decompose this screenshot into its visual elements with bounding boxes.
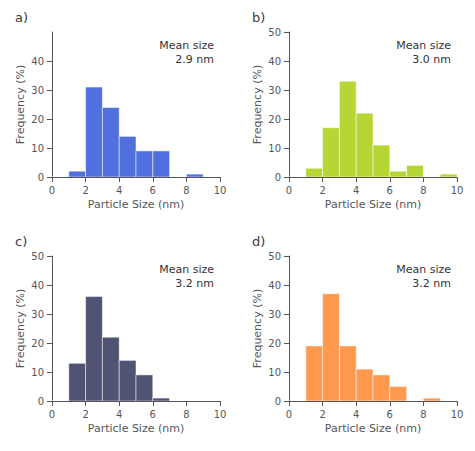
svg-text:6: 6 <box>387 185 393 196</box>
svg-text:6: 6 <box>150 409 156 420</box>
svg-text:2: 2 <box>319 409 325 420</box>
svg-text:20: 20 <box>31 338 44 349</box>
svg-text:0: 0 <box>286 185 292 196</box>
svg-text:6: 6 <box>387 409 393 420</box>
svg-text:b): b) <box>252 10 265 25</box>
svg-text:0: 0 <box>49 185 55 196</box>
svg-text:40: 40 <box>268 56 281 67</box>
svg-text:Mean size: Mean size <box>159 263 214 276</box>
svg-text:Frequency (%): Frequency (%) <box>251 65 264 144</box>
svg-text:10: 10 <box>31 367 44 378</box>
svg-text:Mean size: Mean size <box>396 39 451 52</box>
svg-text:Frequency (%): Frequency (%) <box>14 65 27 144</box>
svg-text:50: 50 <box>31 251 44 262</box>
svg-text:c): c) <box>15 234 27 249</box>
svg-text:30: 30 <box>268 309 281 320</box>
svg-text:20: 20 <box>31 114 44 125</box>
svg-text:Frequency (%): Frequency (%) <box>251 289 264 368</box>
svg-text:8: 8 <box>420 409 426 420</box>
svg-text:Particle Size (nm): Particle Size (nm) <box>325 422 422 435</box>
svg-text:0: 0 <box>286 409 292 420</box>
svg-text:30: 30 <box>31 85 44 96</box>
svg-text:20: 20 <box>268 338 281 349</box>
svg-text:20: 20 <box>268 114 281 125</box>
svg-text:10: 10 <box>214 185 227 196</box>
svg-text:10: 10 <box>268 367 281 378</box>
svg-text:50: 50 <box>268 251 281 262</box>
svg-text:4: 4 <box>353 185 359 196</box>
svg-text:d): d) <box>252 234 265 249</box>
svg-text:3.2 nm: 3.2 nm <box>175 277 214 290</box>
svg-text:10: 10 <box>214 409 227 420</box>
svg-text:10: 10 <box>31 143 44 154</box>
svg-text:4: 4 <box>116 185 122 196</box>
svg-text:0: 0 <box>49 409 55 420</box>
svg-text:4: 4 <box>353 409 359 420</box>
svg-text:0: 0 <box>38 396 44 407</box>
svg-text:40: 40 <box>31 56 44 67</box>
svg-text:8: 8 <box>183 185 189 196</box>
svg-text:40: 40 <box>31 280 44 291</box>
svg-text:30: 30 <box>268 85 281 96</box>
svg-text:40: 40 <box>268 280 281 291</box>
svg-text:Particle Size (nm): Particle Size (nm) <box>88 198 185 211</box>
svg-text:2: 2 <box>82 185 88 196</box>
svg-text:4: 4 <box>116 409 122 420</box>
svg-text:10: 10 <box>268 143 281 154</box>
svg-text:8: 8 <box>420 185 426 196</box>
svg-text:8: 8 <box>183 409 189 420</box>
svg-text:3.0 nm: 3.0 nm <box>412 53 451 66</box>
svg-text:30: 30 <box>31 309 44 320</box>
svg-text:Particle Size (nm): Particle Size (nm) <box>325 198 422 211</box>
svg-text:a): a) <box>15 10 28 25</box>
svg-text:2: 2 <box>319 185 325 196</box>
svg-text:Particle Size (nm): Particle Size (nm) <box>88 422 185 435</box>
svg-text:Mean size: Mean size <box>159 39 214 52</box>
svg-text:2: 2 <box>82 409 88 420</box>
svg-text:10: 10 <box>451 185 464 196</box>
svg-text:Frequency (%): Frequency (%) <box>14 289 27 368</box>
svg-text:0: 0 <box>275 172 281 183</box>
svg-text:Mean size: Mean size <box>396 263 451 276</box>
svg-text:0: 0 <box>38 172 44 183</box>
svg-text:50: 50 <box>268 27 281 38</box>
svg-text:6: 6 <box>150 185 156 196</box>
svg-text:0: 0 <box>275 396 281 407</box>
svg-text:10: 10 <box>451 409 464 420</box>
svg-text:2.9 nm: 2.9 nm <box>175 53 214 66</box>
svg-text:3.2 nm: 3.2 nm <box>412 277 451 290</box>
